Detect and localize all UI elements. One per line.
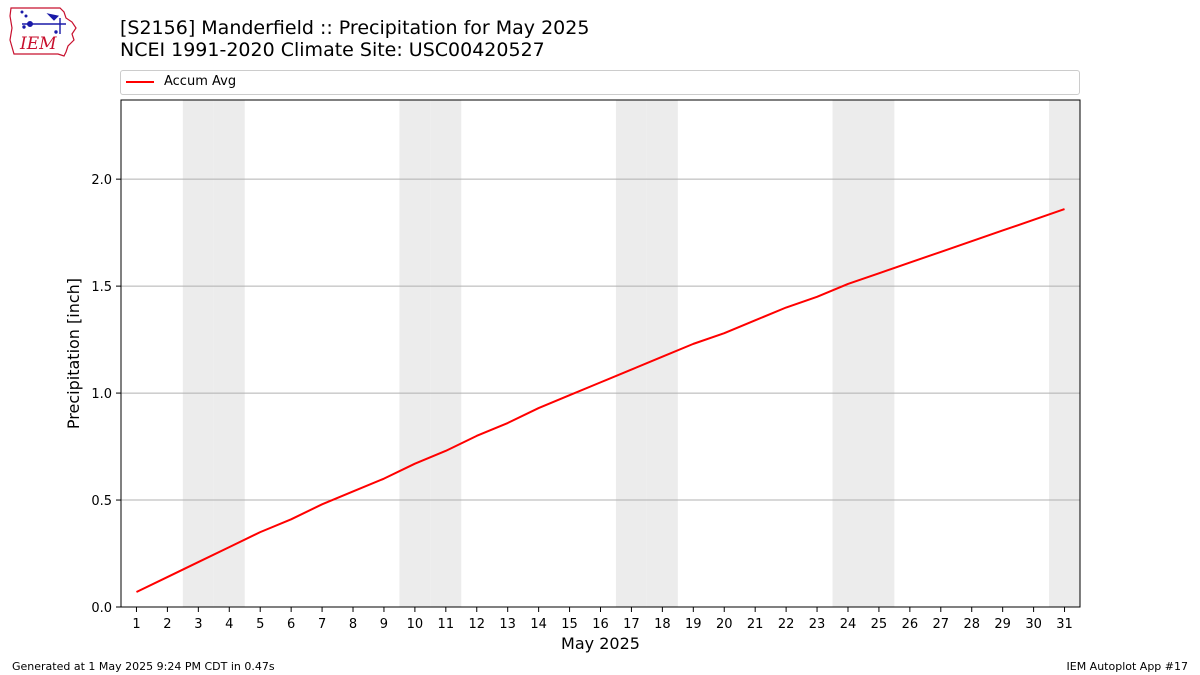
x-tick-label: 10: [407, 617, 424, 632]
x-tick-label: 30: [1025, 617, 1042, 632]
x-tick-label: 6: [287, 617, 295, 632]
weekend-band: [832, 100, 864, 607]
x-tick-label: 8: [349, 617, 357, 632]
chart-subtitle: NCEI 1991-2020 Climate Site: USC00420527: [120, 39, 545, 61]
logo-text: IEM: [19, 34, 57, 54]
chart-title: [S2156] Manderfield :: Precipitation for…: [120, 17, 590, 39]
x-tick-label: 24: [840, 617, 857, 632]
app-credit: IEM Autoplot App #17: [1066, 660, 1189, 673]
weekend-band: [1049, 100, 1080, 607]
x-tick-label: 15: [561, 617, 578, 632]
x-tick-label: 12: [468, 617, 485, 632]
x-tick-label: 29: [994, 617, 1011, 632]
y-axis-label: Precipitation [inch]: [64, 278, 83, 429]
x-tick-label: 3: [194, 617, 202, 632]
x-tick-label: 22: [778, 617, 795, 632]
x-tick-label: 19: [685, 617, 702, 632]
series-layer: [136, 208, 1065, 593]
weekend-band: [399, 100, 431, 607]
x-tick-label: 1: [132, 617, 140, 632]
weekend-band: [646, 100, 678, 607]
weekend-band: [863, 100, 895, 607]
x-tick-label: 16: [592, 617, 609, 632]
x-tick-label: 17: [623, 617, 640, 632]
x-tick-label: 31: [1056, 617, 1073, 632]
x-tick-label: 25: [871, 617, 888, 632]
y-axis: 0.0 0.5 1.0 1.5 2.0: [91, 173, 121, 616]
y-tick-label: 2.0: [91, 173, 112, 188]
iem-logo: IEM: [9, 7, 77, 57]
x-axis-label: May 2025: [561, 634, 640, 653]
x-tick-label: 13: [499, 617, 516, 632]
legend: Accum Avg: [120, 70, 1080, 95]
x-tick-label: 7: [318, 617, 326, 632]
y-tick-label: 1.0: [91, 387, 112, 402]
weekend-band: [430, 100, 462, 607]
weekend-band: [615, 100, 647, 607]
x-tick-label: 2: [163, 617, 171, 632]
legend-label-accum-avg: Accum Avg: [164, 74, 237, 89]
gridlines: [121, 178, 1080, 501]
weather-station-icon: [20, 10, 66, 34]
generated-timestamp: Generated at 1 May 2025 9:24 PM CDT in 0…: [12, 660, 275, 673]
x-tick-label: 9: [380, 617, 388, 632]
x-tick-label: 4: [225, 617, 233, 632]
x-tick-label: 23: [809, 617, 826, 632]
x-tick-label: 20: [716, 617, 733, 632]
x-tick-label: 28: [963, 617, 980, 632]
x-tick-label: 21: [747, 617, 764, 632]
y-tick-label: 0.5: [91, 494, 112, 509]
y-tick-label: 1.5: [91, 280, 112, 295]
legend-swatch-accum-avg: [126, 81, 154, 83]
x-axis: 1 2 3 4 5 6 7 8 9 10 11 12 13 14 15 16 17 18 19 20 21 22 23 24 2…: [132, 607, 1073, 632]
weekend-band: [182, 100, 214, 607]
x-tick-label: 18: [654, 617, 671, 632]
y-tick-label: 0.0: [91, 601, 112, 616]
series-line-accum-avg: [136, 208, 1065, 593]
weekend-band: [213, 100, 245, 607]
x-tick-label: 11: [438, 617, 455, 632]
x-tick-label: 5: [256, 617, 264, 632]
weekend-bands: [182, 100, 1080, 607]
x-tick-label: 14: [530, 617, 547, 632]
x-tick-label: 27: [933, 617, 950, 632]
x-tick-label: 26: [902, 617, 919, 632]
